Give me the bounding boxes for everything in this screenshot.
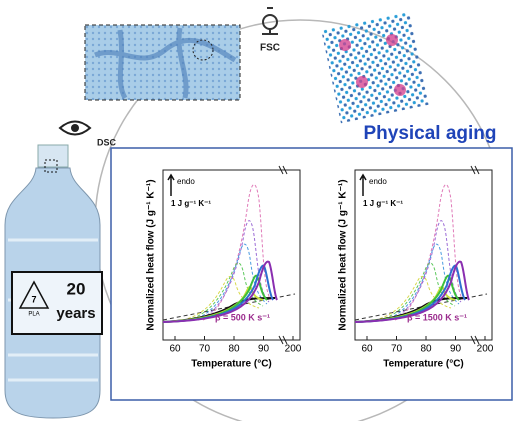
x-tick-label: 200 <box>477 344 494 355</box>
recycle-material: PLA <box>28 312 39 318</box>
aging-box <box>110 147 513 401</box>
x-axis-label: Temperature (°C) <box>383 359 464 370</box>
recycle-badge <box>11 271 103 335</box>
x-tick-label: 80 <box>228 344 240 355</box>
rate-label: β = 500 K s⁻¹ <box>215 312 270 322</box>
lattice-image <box>321 11 429 124</box>
y-axis-label: Normalized heat flow (J g⁻¹ K⁻¹) <box>146 179 157 330</box>
y-axis-label: Normalized heat flow (J g⁻¹ K⁻¹) <box>338 179 349 330</box>
x-axis-label: Temperature (°C) <box>191 359 272 370</box>
years-unit: years <box>56 305 95 322</box>
endo-label: endo <box>177 177 195 186</box>
x-tick-label: 70 <box>199 344 211 355</box>
microscopy-image <box>84 24 241 101</box>
x-tick-label: 60 <box>361 344 373 355</box>
x-tick-label: 80 <box>420 344 432 355</box>
dsc-icon <box>58 120 92 136</box>
plot-frame <box>162 169 301 341</box>
endo-arrow <box>359 173 367 196</box>
plot-panel: 60 70 80 90 200 Temperature (°C) Normalized he… <box>338 165 494 370</box>
years-number: 20 <box>67 279 86 298</box>
rate-label: β = 1500 K s⁻¹ <box>407 312 467 322</box>
zoom-circle <box>192 39 214 61</box>
microscopy-network <box>94 27 237 100</box>
axis-break <box>278 165 288 345</box>
x-tick-label: 60 <box>169 344 181 355</box>
fsc-icon <box>262 7 278 35</box>
dsc-icon-pupil <box>71 124 79 132</box>
x-tick-label: 200 <box>285 344 302 355</box>
aging-title: Physical aging <box>363 123 496 144</box>
scale-label: 1 J g⁻¹ K⁻¹ <box>363 199 403 208</box>
fsc-label: FSC <box>260 43 280 54</box>
dsc-label: DSC <box>97 137 117 147</box>
recycle-code: 7 <box>31 294 36 304</box>
panels: 60 70 80 90 200 Temperature (°C) Normalized he… <box>146 165 494 370</box>
endo-label: endo <box>369 177 387 186</box>
x-tick-label: 90 <box>258 344 270 355</box>
axis-break <box>470 165 480 345</box>
plot-panel: 60 70 80 90 200 Temperature (°C) Normalized he… <box>146 165 302 370</box>
scale-label: 1 J g⁻¹ K⁻¹ <box>171 199 211 208</box>
recycle-triangle <box>18 280 50 309</box>
x-tick-label: 90 <box>450 344 462 355</box>
x-tick-label: 70 <box>391 344 403 355</box>
lattice-highlights <box>339 34 406 96</box>
plot-frame <box>354 169 493 341</box>
endo-arrow <box>167 173 175 196</box>
